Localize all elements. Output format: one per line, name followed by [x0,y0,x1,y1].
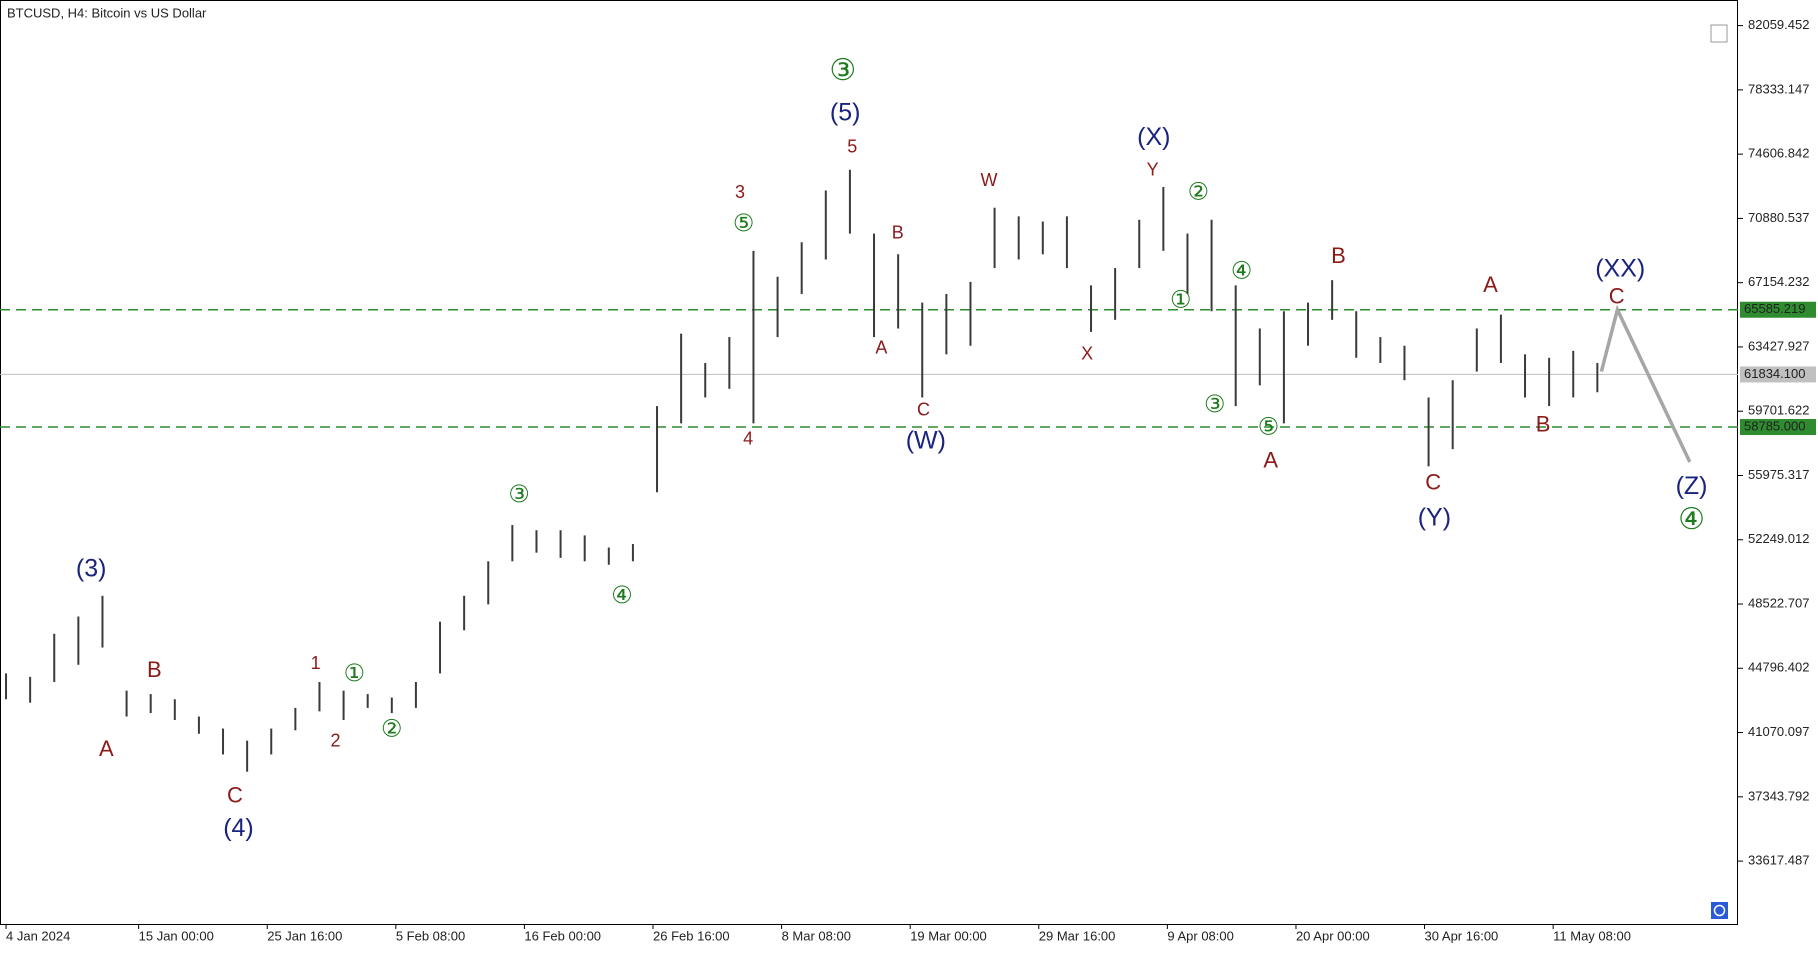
price-tag [1740,301,1816,318]
wave-label: 1 [311,653,321,673]
price-tag-label: 65585.219 [1744,301,1805,316]
toolbar-icon[interactable] [1711,902,1728,919]
wave-label: ⑤ [733,210,755,237]
wave-label: (XX) [1595,254,1645,282]
wave-label: ④ [1678,503,1705,536]
y-tick-label: 70880.537 [1748,210,1809,225]
wave-label: ① [1170,287,1192,314]
price-tag-label: 58785.000 [1744,418,1805,433]
wave-label: (W) [906,427,946,455]
wave-label: (3) [76,554,107,582]
x-tick-label: 15 Jan 00:00 [139,928,214,943]
wave-label: ④ [1231,257,1253,284]
wave-label: (5) [830,99,861,127]
x-tick-label: 5 Feb 08:00 [396,928,465,943]
wave-label: B [1331,243,1346,268]
wave-label: C [1425,470,1441,495]
y-tick-label: 52249.012 [1748,531,1809,546]
wave-label: ① [343,660,365,687]
wave-label: A [99,736,114,761]
y-tick-label: 59701.622 [1748,403,1809,418]
y-tick-label: 37343.792 [1748,788,1809,803]
x-tick-label: 9 Apr 08:00 [1167,928,1234,943]
wave-label: C [1609,284,1625,309]
y-tick-label: 78333.147 [1748,81,1809,96]
x-tick-label: 19 Mar 00:00 [910,928,987,943]
price-tag-label: 61834.100 [1744,366,1805,381]
wave-label: A [1483,272,1498,297]
wave-label: 3 [735,182,745,202]
projection-line [1599,304,1692,463]
wave-label: ② [1187,178,1209,205]
wave-label: (Z) [1676,472,1708,500]
x-tick-label: 16 Feb 00:00 [524,928,601,943]
toolbar-icon[interactable] [1710,24,1728,43]
toolbar-icon-glyph [1713,904,1726,917]
y-tick-label: 33617.487 [1748,853,1809,868]
wave-label: (Y) [1418,503,1451,531]
x-tick-label: 25 Jan 16:00 [267,928,342,943]
x-tick-label: 11 May 08:00 [1553,928,1631,943]
wave-label: ⑤ [1258,413,1280,440]
wave-label: C [227,782,243,807]
wave-label: ③ [1204,391,1226,418]
y-tick-label: 63427.927 [1748,338,1809,353]
wave-label: ② [381,716,403,743]
y-tick-label: 74606.842 [1748,146,1809,161]
wave-label: A [1263,448,1278,473]
wave-label: B [147,657,162,682]
chart-title: BTCUSD, H4: Bitcoin vs US Dollar [7,5,207,20]
x-tick-label: 29 Mar 16:00 [1039,928,1116,943]
wave-label: ③ [508,481,530,508]
wave-label: 5 [847,136,857,156]
y-tick-label: 41070.097 [1748,724,1809,739]
wave-label: X [1081,343,1093,363]
wave-label: A [875,338,887,358]
wave-label: W [980,170,997,190]
plot-frame [0,0,1738,925]
x-tick-label: 20 Apr 00:00 [1296,928,1370,943]
wave-label: (X) [1137,123,1170,151]
wave-label: 4 [743,428,753,448]
x-tick-label: 8 Mar 08:00 [782,928,851,943]
wave-label: ③ [829,54,856,87]
y-tick-label: 48522.707 [1748,595,1809,610]
x-tick-label: 26 Feb 16:00 [653,928,730,943]
y-tick-label: 44796.402 [1748,660,1809,675]
x-tick-label: 30 Apr 16:00 [1425,928,1499,943]
x-tick-label: 4 Jan 2024 [6,928,70,943]
wave-label: (4) [223,814,254,842]
price-tag [1740,419,1816,436]
y-tick-label: 82059.452 [1748,17,1809,32]
wave-label: B [1536,411,1551,436]
y-tick-label: 55975.317 [1748,467,1809,482]
wave-label: Y [1147,160,1159,180]
wave-label: B [892,223,904,243]
wave-label: C [917,399,930,419]
wave-label: ④ [611,582,633,609]
wave-label: 2 [330,731,340,751]
price-tag [1740,366,1816,383]
y-tick-label: 67154.232 [1748,274,1809,289]
